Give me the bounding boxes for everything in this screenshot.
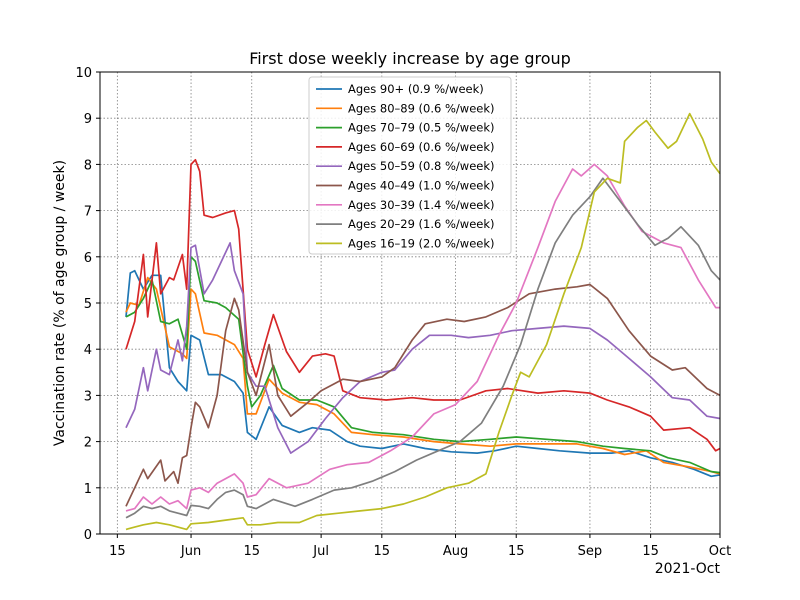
series-line-4 [125, 242, 721, 454]
legend-label: Ages 30–39 (1.4 %/week) [348, 198, 495, 212]
y-tick-label: 5 [84, 297, 92, 312]
series-line-5 [125, 283, 721, 507]
series-line-8 [125, 112, 721, 531]
x-tick-label: Jul [312, 544, 329, 559]
legend: Ages 90+ (0.9 %/week) Ages 80–89 (0.6 %/w… [308, 76, 512, 255]
series-line-2 [125, 255, 721, 474]
x-tick-label: Aug [443, 544, 468, 559]
series-lines [125, 112, 721, 531]
legend-label: Ages 20–29 (1.6 %/week) [348, 217, 495, 231]
y-tick-label: 0 [84, 528, 92, 543]
y-axis-label: Vaccination rate (% of age group / week) [52, 160, 68, 446]
y-tick-label: 8 [84, 158, 92, 173]
x-tick-label: 15 [374, 544, 391, 559]
series-line-6 [125, 163, 720, 512]
legend-label: Ages 80–89 (0.6 %/week) [348, 101, 495, 115]
chart-title: First dose weekly increase by age group [249, 49, 571, 68]
legend-label: Ages 16–19 (2.0 %/week) [348, 236, 495, 250]
y-tick-label: 6 [84, 251, 92, 266]
y-tick-label: 1 [84, 482, 92, 497]
legend-box [308, 76, 512, 255]
y-axis: 0 1 2 3 4 5 6 7 8 9 10 [75, 66, 100, 543]
legend-label: Ages 60–69 (0.6 %/week) [348, 140, 495, 154]
series-line-1 [125, 276, 721, 475]
x-tick-label: 15 [243, 544, 260, 559]
y-tick-label: 4 [84, 343, 92, 358]
x-tick-label: 15 [109, 544, 126, 559]
legend-label: Ages 90+ (0.9 %/week) [348, 82, 484, 96]
x-tick-label: Oct [709, 544, 731, 559]
y-tick-label: 7 [84, 205, 92, 220]
y-tick-label: 9 [84, 112, 92, 127]
series-line-7 [125, 177, 721, 519]
series-line-0 [125, 269, 721, 478]
series-line-3 [125, 158, 721, 452]
legend-label: Ages 70–79 (0.5 %/week) [348, 121, 495, 135]
x-axis: 15 Jun 15 Jul 15 Aug 15 Sep 15 Oct [109, 534, 731, 559]
legend-label: Ages 50–59 (0.8 %/week) [348, 159, 495, 173]
x-tick-label: Sep [578, 544, 603, 559]
x-tick-label: 15 [508, 544, 525, 559]
legend-label: Ages 40–49 (1.0 %/week) [348, 179, 495, 193]
x-axis-offset-label: 2021-Oct [655, 561, 721, 577]
y-tick-label: 3 [84, 389, 92, 404]
x-tick-label: 15 [642, 544, 659, 559]
y-tick-label: 10 [75, 66, 92, 81]
y-tick-label: 2 [84, 436, 92, 451]
x-tick-label: Jun [180, 544, 201, 559]
